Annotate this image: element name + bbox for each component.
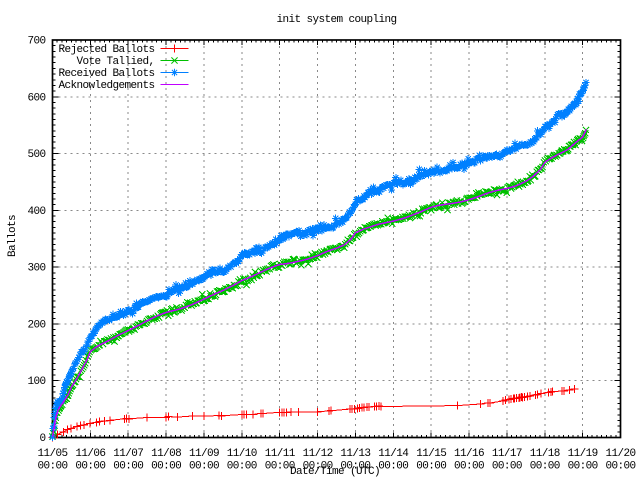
svg-text:11/14: 11/14 bbox=[378, 448, 409, 460]
svg-text:00:00: 00:00 bbox=[265, 461, 295, 473]
svg-text:300: 300 bbox=[27, 263, 45, 275]
svg-text:00:00: 00:00 bbox=[416, 461, 446, 473]
svg-text:11/11: 11/11 bbox=[265, 448, 296, 460]
svg-text:00:00: 00:00 bbox=[113, 461, 143, 473]
svg-text:11/20: 11/20 bbox=[605, 448, 635, 460]
svg-text:600: 600 bbox=[27, 92, 45, 104]
svg-text:00:00: 00:00 bbox=[37, 461, 67, 473]
svg-text:11/06: 11/06 bbox=[75, 448, 105, 460]
svg-text:00:00: 00:00 bbox=[378, 461, 408, 473]
svg-text:Acknowledgements: Acknowledgements bbox=[58, 80, 154, 92]
svg-text:Vote Tallied,: Vote Tallied, bbox=[76, 56, 154, 68]
svg-text:400: 400 bbox=[27, 206, 45, 218]
svg-text:0: 0 bbox=[39, 433, 45, 445]
svg-text:00:00: 00:00 bbox=[340, 461, 370, 473]
svg-text:Rejected Ballots: Rejected Ballots bbox=[58, 44, 154, 56]
svg-text:Received Ballots: Received Ballots bbox=[58, 68, 154, 80]
svg-text:11/16: 11/16 bbox=[454, 448, 484, 460]
svg-text:00:00: 00:00 bbox=[530, 461, 560, 473]
svg-text:Date/Time (UTC): Date/Time (UTC) bbox=[290, 466, 380, 478]
svg-text:100: 100 bbox=[27, 376, 45, 388]
svg-text:00:00: 00:00 bbox=[568, 461, 598, 473]
svg-text:11/12: 11/12 bbox=[303, 448, 333, 460]
svg-text:init system coupling: init system coupling bbox=[276, 14, 396, 26]
svg-text:11/07: 11/07 bbox=[113, 448, 143, 460]
svg-text:11/19: 11/19 bbox=[568, 448, 598, 460]
svg-text:700: 700 bbox=[27, 36, 45, 48]
svg-text:00:00: 00:00 bbox=[454, 461, 484, 473]
svg-text:200: 200 bbox=[27, 319, 45, 331]
svg-text:500: 500 bbox=[27, 149, 45, 161]
svg-text:00:00: 00:00 bbox=[605, 461, 635, 473]
svg-text:00:00: 00:00 bbox=[151, 461, 181, 473]
svg-text:11/18: 11/18 bbox=[530, 448, 560, 460]
svg-text:00:00: 00:00 bbox=[303, 461, 333, 473]
svg-text:00:00: 00:00 bbox=[492, 461, 522, 473]
svg-text:11/10: 11/10 bbox=[227, 448, 257, 460]
svg-text:11/13: 11/13 bbox=[340, 448, 370, 460]
svg-text:11/09: 11/09 bbox=[189, 448, 219, 460]
svg-text:00:00: 00:00 bbox=[189, 461, 219, 473]
svg-text:Ballots: Ballots bbox=[7, 215, 19, 257]
svg-text:11/15: 11/15 bbox=[416, 448, 446, 460]
svg-text:00:00: 00:00 bbox=[75, 461, 105, 473]
svg-text:11/17: 11/17 bbox=[492, 448, 522, 460]
svg-text:00:00: 00:00 bbox=[227, 461, 257, 473]
svg-text:11/08: 11/08 bbox=[151, 448, 181, 460]
svg-text:11/05: 11/05 bbox=[37, 448, 67, 460]
